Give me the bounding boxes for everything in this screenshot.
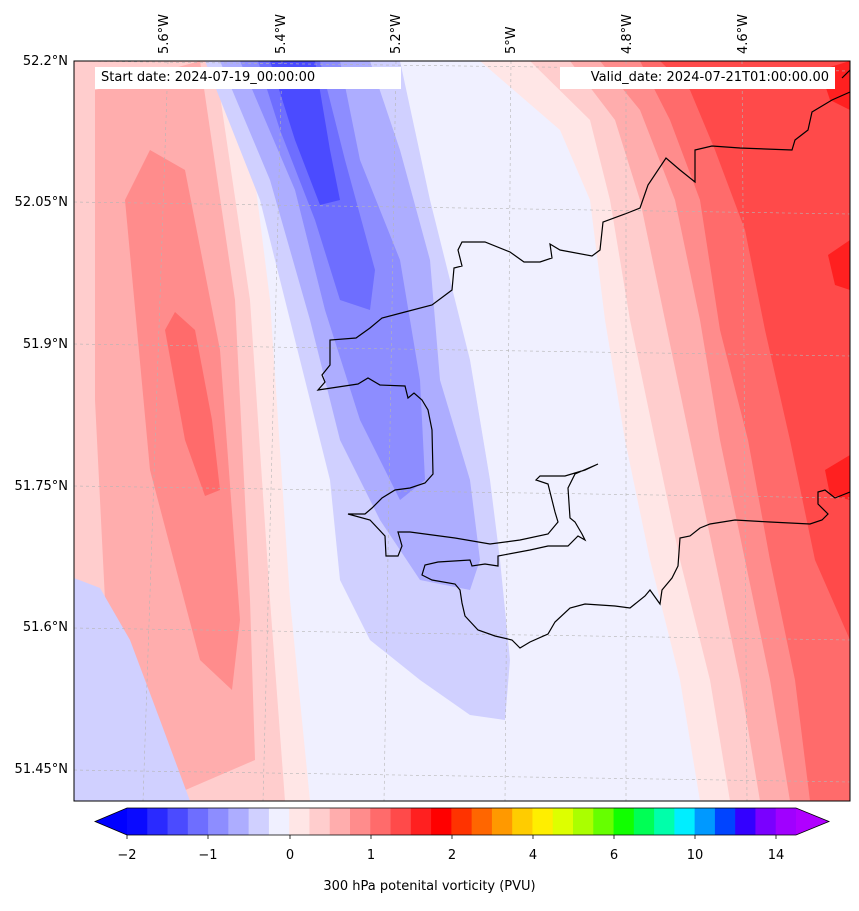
colorbar-swatch bbox=[390, 808, 412, 835]
colorbar-swatch bbox=[674, 808, 696, 835]
colorbar-swatch bbox=[654, 808, 675, 835]
lat-label: 51.6°N bbox=[23, 620, 68, 635]
colorbar-swatch bbox=[167, 808, 189, 835]
colorbar-swatch bbox=[593, 808, 615, 835]
colorbar-extend-low bbox=[95, 808, 127, 835]
lat-label: 51.9°N bbox=[23, 337, 68, 352]
lat-label: 52.05°N bbox=[15, 195, 68, 210]
colorbar-swatch bbox=[755, 808, 777, 835]
colorbar-swatch bbox=[491, 808, 513, 835]
lat-label: 51.45°N bbox=[15, 762, 68, 777]
colorbar-swatch bbox=[248, 808, 270, 835]
colorbar-swatch bbox=[471, 808, 493, 835]
colorbar-tick-label: 6 bbox=[610, 848, 618, 863]
colorbar-swatch bbox=[370, 808, 392, 835]
colorbar-swatch bbox=[350, 808, 371, 835]
colorbar-tick-label: 1 bbox=[367, 848, 375, 863]
colorbar-swatch bbox=[309, 808, 331, 835]
lat-label: 52.2°N bbox=[23, 54, 68, 69]
colorbar-swatch bbox=[552, 808, 574, 835]
colorbar-swatch bbox=[147, 808, 169, 835]
colorbar-swatch bbox=[289, 808, 311, 835]
colorbar-swatch bbox=[410, 808, 432, 835]
colorbar-swatch bbox=[187, 808, 209, 835]
colorbar-tick-label: −1 bbox=[198, 848, 217, 863]
lon-label: 5.4°W bbox=[274, 14, 289, 54]
colorbar-swatch bbox=[573, 808, 594, 835]
colorbar-swatch bbox=[633, 808, 655, 835]
colorbar-tick-label: 2 bbox=[448, 848, 456, 863]
colorbar-extend-high bbox=[796, 808, 829, 835]
lon-label: 5°W bbox=[504, 26, 519, 54]
colorbar-swatch bbox=[268, 808, 290, 835]
colorbar-swatch bbox=[694, 808, 716, 835]
lon-label: 4.6°W bbox=[736, 14, 751, 54]
map-frame bbox=[73, 60, 851, 802]
pv-contour-field bbox=[74, 61, 850, 801]
colorbar-swatch bbox=[127, 808, 148, 835]
colorbar-swatch bbox=[532, 808, 554, 835]
colorbar-swatch bbox=[451, 808, 473, 835]
colorbar bbox=[93, 807, 831, 839]
colorbar-ticks: −2 −1 0 1 2 4 6 10 14 bbox=[117, 848, 784, 863]
lon-labels: 5.6°W 5.4°W 5.2°W 5°W 4.8°W 4.6°W bbox=[157, 14, 751, 54]
start-date-label: Start date: 2024-07-19_00:00:00 bbox=[95, 67, 401, 89]
colorbar-tick-label: 4 bbox=[529, 848, 537, 863]
colorbar-swatch bbox=[208, 808, 229, 835]
lon-label: 5.2°W bbox=[389, 14, 404, 54]
colorbar-title: 300 hPa potenital vorticity (PVU) bbox=[323, 879, 536, 894]
colorbar-swatch bbox=[512, 808, 534, 835]
lat-label: 51.75°N bbox=[15, 479, 68, 494]
coastline bbox=[316, 69, 850, 649]
colorbar-tick-label: 10 bbox=[687, 848, 704, 863]
colorbar-swatch bbox=[613, 808, 635, 835]
lon-label: 4.8°W bbox=[620, 14, 635, 54]
colorbar-tick-label: 14 bbox=[768, 848, 785, 863]
colorbar-swatch bbox=[714, 808, 736, 835]
colorbar-swatch bbox=[228, 808, 250, 835]
colorbar-swatch bbox=[775, 808, 797, 835]
colorbar-swatch bbox=[329, 808, 351, 835]
lat-labels: 52.2°N 52.05°N 51.9°N 51.75°N 51.6°N 51.… bbox=[15, 54, 68, 777]
colorbar-tick-label: 0 bbox=[286, 848, 294, 863]
colorbar-swatch bbox=[431, 808, 452, 835]
colorbar-swatch bbox=[735, 808, 757, 835]
valid-date-label: Valid_date: 2024-07-21T01:00:00.00 bbox=[560, 67, 835, 89]
lon-label: 5.6°W bbox=[157, 14, 172, 54]
colorbar-tick-label: −2 bbox=[117, 848, 136, 863]
